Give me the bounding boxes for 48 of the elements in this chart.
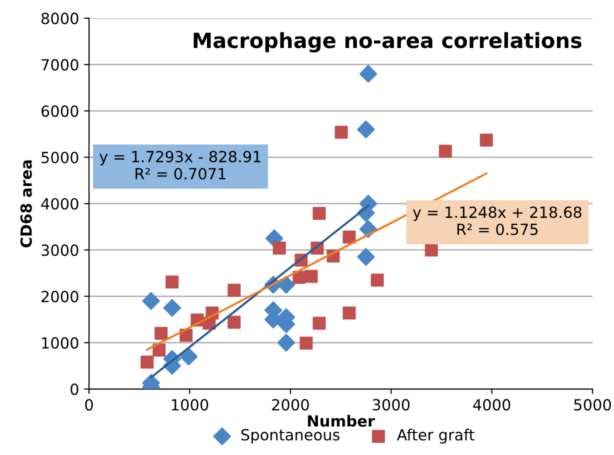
point [163,298,182,317]
point [334,126,348,139]
point [438,144,452,158]
point [312,316,326,330]
legend-label: Spontaneous [241,429,340,444]
y-tick-label: 6000 [41,105,78,117]
point [272,242,286,255]
x-axis-title: Number [308,414,375,427]
y-tick-label: 0 [70,383,78,396]
y-axis-title: CD68 area [20,160,32,248]
point [180,328,193,342]
point [480,134,493,147]
point [342,306,356,320]
point [424,243,438,256]
point [152,344,166,357]
annotation: y = 1.7293x - 828.91 R² = 0.7071 [100,150,260,180]
point [342,230,356,244]
point [370,274,384,287]
point [357,120,375,138]
point [228,316,241,329]
y-tick-label: 7000 [42,59,78,71]
point [357,248,375,266]
legend-label: After graft [396,428,474,444]
text: Macrophage no-area correlations [194,32,582,52]
x-tick-label: 3000 [372,399,410,411]
x-tick-label: 2000 [272,399,309,411]
point [142,292,160,310]
x-tick-label: 0 [85,399,93,411]
y-tick-label: 3000 [42,244,78,256]
point [228,284,241,297]
point [300,336,313,350]
x-tick-label: 1000 [172,399,208,411]
y-tick-label: 4000 [41,198,78,210]
y-tick-label: 5000 [42,152,78,164]
y-tick-label: 1000 [42,337,78,349]
y-tick-label: 2000 [42,290,78,302]
point [154,326,168,340]
point [359,64,378,83]
point [166,275,179,288]
point [277,334,296,352]
point [140,356,154,369]
annotation: y = 1.1248x + 218.68 R² = 0.575 [412,206,582,236]
y-tick-label: 8000 [41,12,78,24]
point [304,270,318,283]
point [180,348,198,366]
x-tick-label: 4000 [473,399,510,411]
point [312,206,326,220]
x-tick-label: 5000 [574,399,611,411]
